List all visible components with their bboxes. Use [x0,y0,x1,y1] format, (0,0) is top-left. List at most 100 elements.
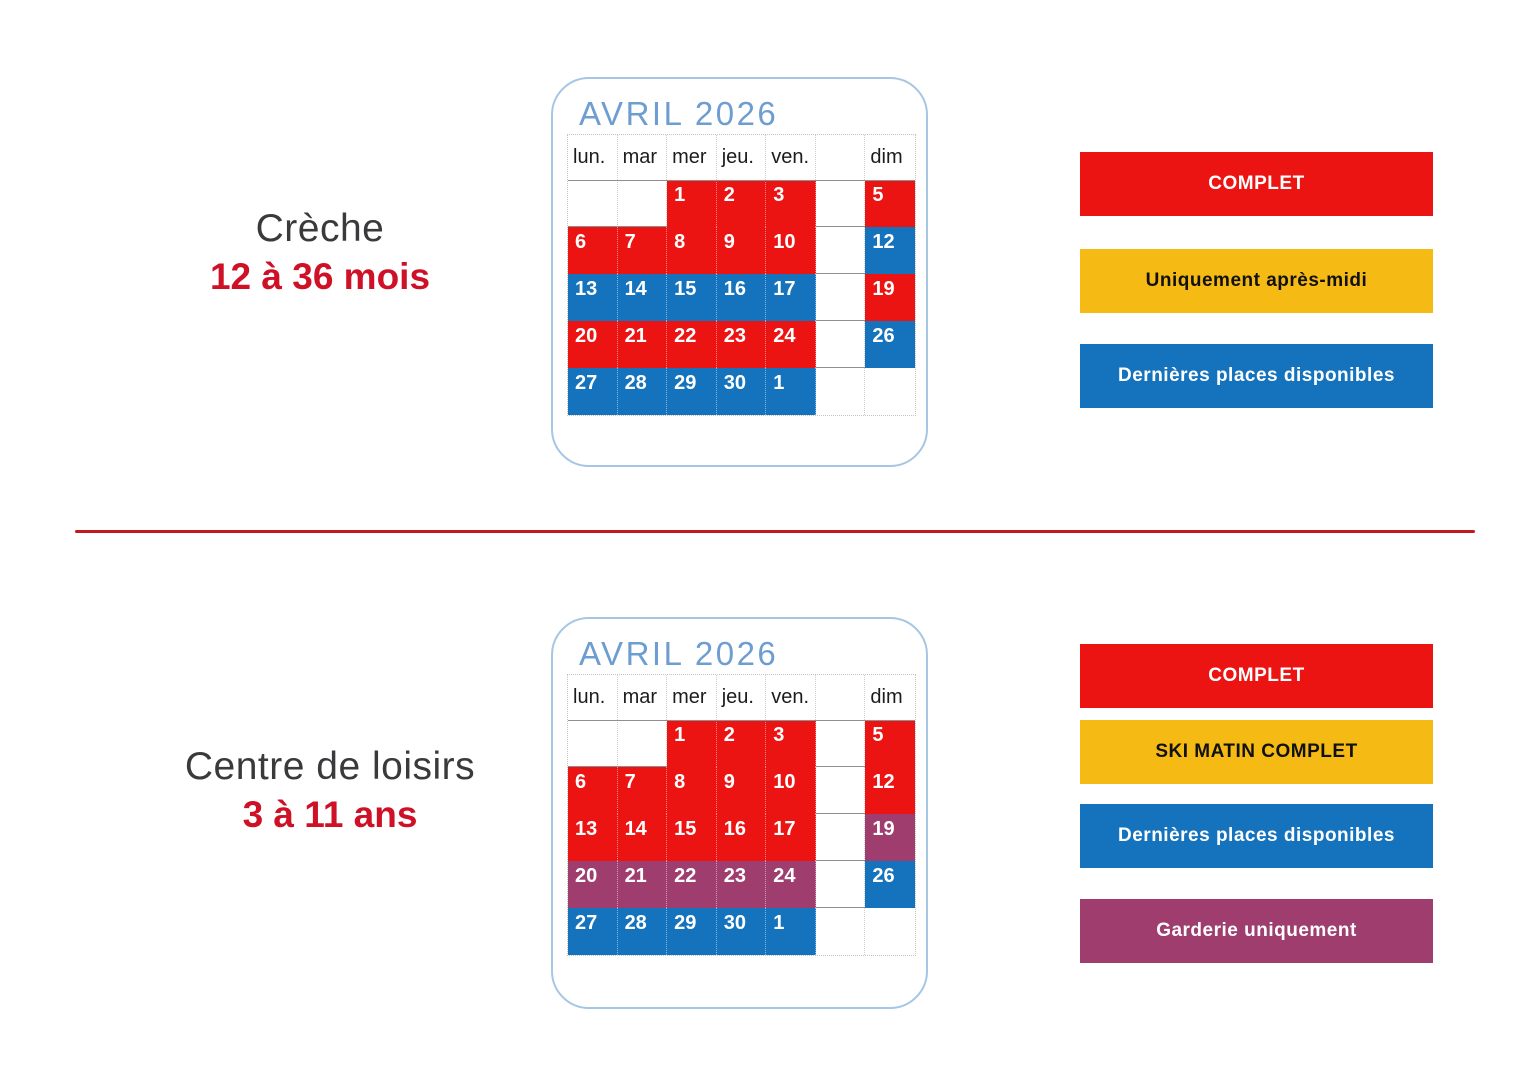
day-cell-7: 7 [617,227,668,274]
day-cell-26: 26 [865,321,915,368]
day-cell-13: 13 [568,814,618,861]
day-cell-24: 24 [766,861,816,908]
header-separator-line [568,180,915,181]
legend-item-red: COMPLET [1080,644,1433,708]
day-cell-1: 1 [667,720,717,767]
day-cell-1: 1 [667,180,717,227]
day-cell-22: 22 [667,321,717,368]
day-header-lun: lun. [568,135,618,180]
day-cell-empty [568,720,618,767]
day-header-jeu: jeu. [717,675,767,720]
calendar-grid-creche: lun. mar mer jeu. ven. dim 1 2 3 5 6 7 8 9 10 12 13 14 15 1… [567,134,916,416]
day-cell-20: 20 [568,321,618,368]
legend-item-red: COMPLET [1080,152,1433,216]
day-cell-2: 2 [716,180,767,227]
day-cell-15: 15 [667,814,717,861]
day-cell-27: 27 [568,368,618,415]
day-cell-14: 14 [617,274,668,321]
legend-creche: COMPLET Uniquement après-midi Dernières pl… [1080,152,1433,408]
day-cell-17: 17 [766,274,816,321]
day-cell-empty [618,720,668,767]
month-title: AVRIL 2026 [579,635,779,672]
day-cell-10: 10 [766,227,816,274]
day-cell-7: 7 [617,767,668,814]
day-cell-30: 30 [716,368,767,415]
day-cell-22: 22 [667,861,717,908]
day-cell-5: 5 [865,180,915,227]
header-separator-line [568,720,915,721]
day-cell-19: 19 [865,814,915,861]
centre-de-loisirs-age-range: 3 à 11 ans [242,794,418,835]
day-cell-empty [816,274,866,321]
day-cell-empty [816,814,866,861]
day-header-mar: mar [618,675,668,720]
calendar-card-centre-de-loisirs: AVRIL 2026 lun. mar mer jeu. ven. dim 1 2 3 5 6 7 8 9… [551,617,928,1009]
day-cell-26: 26 [865,861,915,908]
day-cell-10: 10 [766,767,816,814]
legend-item-blue: Dernières places disponibles [1080,344,1433,408]
day-header-mer: mer [667,135,717,180]
day-cell-empty [816,368,866,415]
centre-de-loisirs-title: Centre de loisirs [184,745,476,788]
day-cell-16: 16 [716,274,767,321]
day-header-empty [816,135,866,180]
day-cell-21: 21 [617,321,668,368]
day-cell-29: 29 [667,368,717,415]
day-cell-23: 23 [716,321,767,368]
day-header-lun: lun. [568,675,618,720]
section-divider [75,530,1475,533]
legend-item-yellow: Uniquement après-midi [1080,249,1433,313]
day-cell-empty [816,767,866,814]
section-title-centre-de-loisirs: Centre de loisirs 3 à 11 ans [40,742,620,838]
legend-item-yellow: SKI MATIN COMPLET [1080,720,1433,784]
day-cell-20: 20 [568,861,618,908]
day-cell-16: 16 [716,814,767,861]
day-header-empty [816,675,866,720]
day-cell-28: 28 [617,368,668,415]
legend-item-purple: Garderie uniquement [1080,899,1433,963]
day-cell-19: 19 [865,274,915,321]
section-title-creche: Crèche 12 à 36 mois [40,204,600,300]
calendar-card-creche: AVRIL 2026 lun. mar mer jeu. ven. dim 1 2 3 5 6 7 8 9… [551,77,928,467]
day-cell-27: 27 [568,908,618,955]
day-cell-13: 13 [568,274,618,321]
day-cell-1: 1 [766,908,816,955]
creche-age-range: 12 à 36 mois [209,256,431,297]
day-cell-1: 1 [766,368,816,415]
day-cell-9: 9 [716,227,767,274]
day-cell-21: 21 [617,861,668,908]
day-cell-empty [816,180,866,227]
day-cell-5: 5 [865,720,915,767]
day-cell-6: 6 [568,767,618,814]
day-header-jeu: jeu. [717,135,767,180]
day-cell-empty [618,180,668,227]
day-cell-14: 14 [617,814,668,861]
day-cell-12: 12 [865,227,915,274]
day-cell-23: 23 [716,861,767,908]
day-header-mer: mer [667,675,717,720]
day-header-ven: ven. [766,675,816,720]
day-cell-empty [816,720,866,767]
day-cell-9: 9 [716,767,767,814]
day-cell-12: 12 [865,767,915,814]
day-header-mar: mar [618,135,668,180]
day-cell-3: 3 [766,180,816,227]
day-cell-8: 8 [667,227,717,274]
day-cell-8: 8 [667,767,717,814]
day-cell-empty [816,861,866,908]
day-cell-28: 28 [617,908,668,955]
day-cell-empty [816,908,866,955]
month-title: AVRIL 2026 [579,95,779,132]
day-header-ven: ven. [766,135,816,180]
day-cell-empty [816,227,866,274]
day-cell-3: 3 [766,720,816,767]
legend-centre-de-loisirs: COMPLET SKI MATIN COMPLET Dernières places… [1080,644,1433,963]
day-cell-empty [865,908,915,955]
day-cell-empty [816,321,866,368]
day-cell-30: 30 [716,908,767,955]
day-cell-29: 29 [667,908,717,955]
day-cell-empty [865,368,915,415]
day-header-dim: dim [870,146,903,168]
creche-title: Crèche [255,207,385,250]
legend-item-blue: Dernières places disponibles [1080,804,1433,868]
